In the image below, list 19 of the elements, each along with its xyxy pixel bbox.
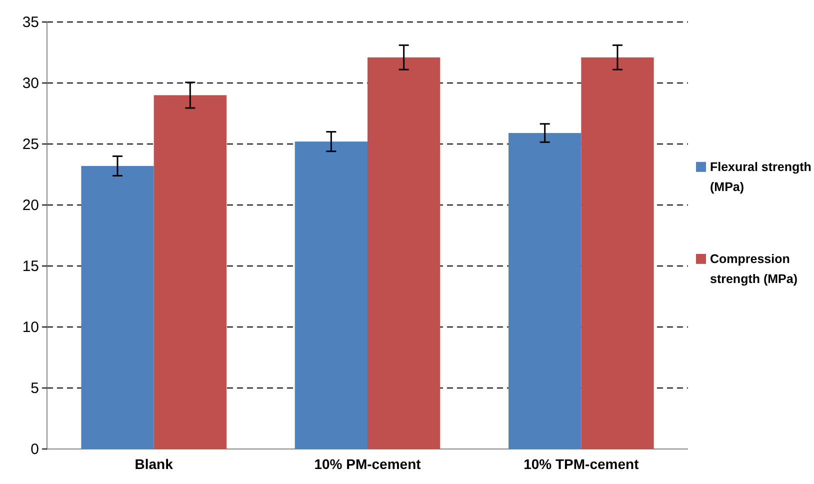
y-tick-label: 30 xyxy=(22,74,39,92)
x-tick-label: Blank xyxy=(134,456,174,472)
legend-label: Flexural strength (MPa) xyxy=(710,160,812,194)
x-tick-label: 10% PM-cement xyxy=(314,456,422,472)
legend-label: Compression strength (MPa) xyxy=(710,252,798,286)
bar xyxy=(154,95,226,449)
bar xyxy=(508,133,582,449)
x-tick-label: 10% TPM-cement xyxy=(524,456,640,472)
y-tick-label: 35 xyxy=(22,14,39,31)
y-tick-label: 10 xyxy=(22,318,39,336)
y-tick-label: 25 xyxy=(22,136,39,153)
bar xyxy=(294,142,368,449)
y-tick-label: 15 xyxy=(22,258,39,275)
y-tick-label: 0 xyxy=(30,440,39,458)
bar xyxy=(368,57,440,449)
bar xyxy=(81,166,154,449)
bar xyxy=(581,57,654,449)
y-tick-label: 5 xyxy=(30,380,39,397)
y-tick-label: 20 xyxy=(22,196,39,214)
